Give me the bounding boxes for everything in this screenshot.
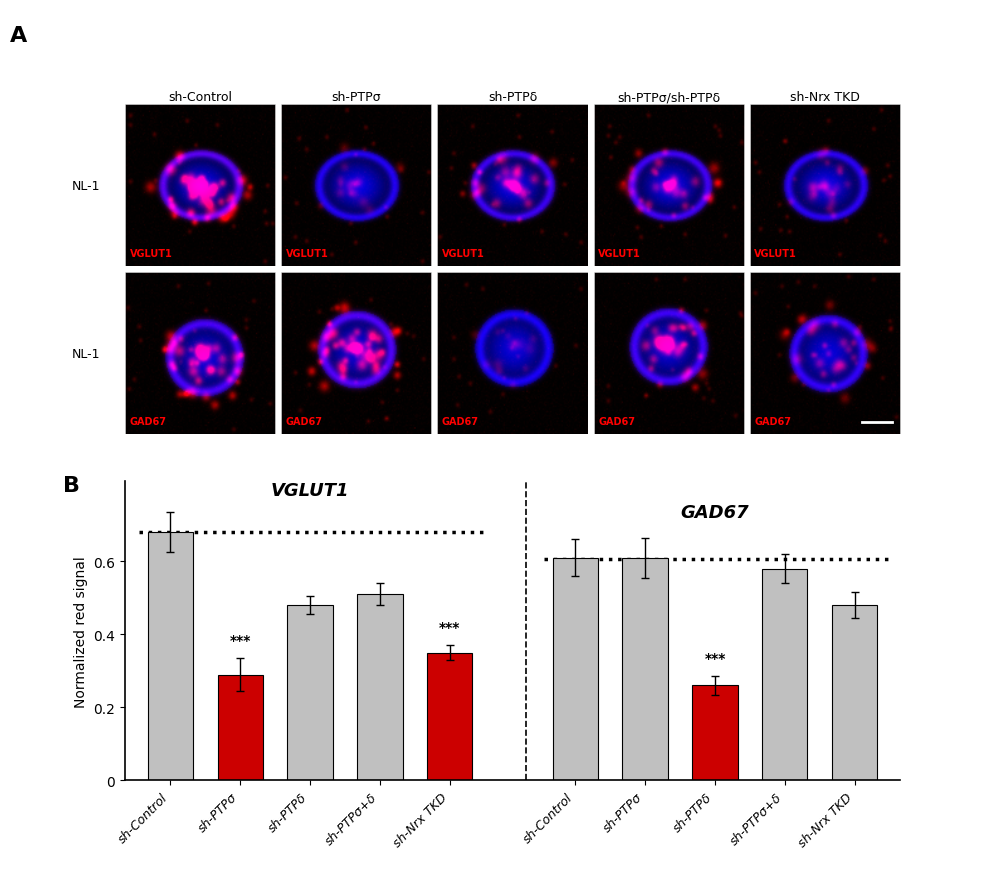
Y-axis label: NL-1: NL-1 bbox=[72, 347, 100, 360]
Text: ***: *** bbox=[704, 652, 726, 666]
Text: VGLUT1: VGLUT1 bbox=[286, 248, 328, 259]
Text: VGLUT1: VGLUT1 bbox=[442, 248, 485, 259]
Title: sh-Nrx TKD: sh-Nrx TKD bbox=[790, 91, 860, 104]
Bar bbox=[622, 558, 668, 781]
Text: ***: *** bbox=[439, 621, 460, 635]
Text: VGLUT1: VGLUT1 bbox=[130, 248, 172, 259]
Text: GAD67: GAD67 bbox=[754, 417, 791, 426]
Title: sh-PTPδ: sh-PTPδ bbox=[488, 91, 537, 104]
Text: GAD67: GAD67 bbox=[681, 503, 749, 522]
Text: VGLUT1: VGLUT1 bbox=[598, 248, 641, 259]
Text: GAD67: GAD67 bbox=[598, 417, 635, 426]
Bar bbox=[218, 674, 263, 781]
Bar bbox=[692, 686, 738, 781]
Bar bbox=[427, 652, 472, 781]
Title: sh-Control: sh-Control bbox=[168, 91, 232, 104]
Bar bbox=[762, 569, 807, 781]
Text: GAD67: GAD67 bbox=[442, 417, 479, 426]
Title: sh-PTPσ: sh-PTPσ bbox=[331, 91, 381, 104]
Y-axis label: NL-1: NL-1 bbox=[72, 180, 100, 192]
Bar bbox=[287, 605, 333, 781]
Text: VGLUT1: VGLUT1 bbox=[754, 248, 797, 259]
Bar bbox=[357, 595, 403, 781]
Text: GAD67: GAD67 bbox=[286, 417, 323, 426]
Text: GAD67: GAD67 bbox=[130, 417, 167, 426]
Text: B: B bbox=[63, 475, 80, 496]
Text: VGLUT1: VGLUT1 bbox=[271, 481, 349, 500]
Title: sh-PTPσ/sh-PTPδ: sh-PTPσ/sh-PTPδ bbox=[617, 91, 720, 104]
Text: A: A bbox=[10, 26, 27, 46]
Bar bbox=[832, 605, 877, 781]
Y-axis label: Normalized red signal: Normalized red signal bbox=[74, 555, 88, 707]
Bar bbox=[553, 558, 598, 781]
Text: ***: *** bbox=[230, 633, 251, 647]
Bar bbox=[148, 532, 193, 781]
